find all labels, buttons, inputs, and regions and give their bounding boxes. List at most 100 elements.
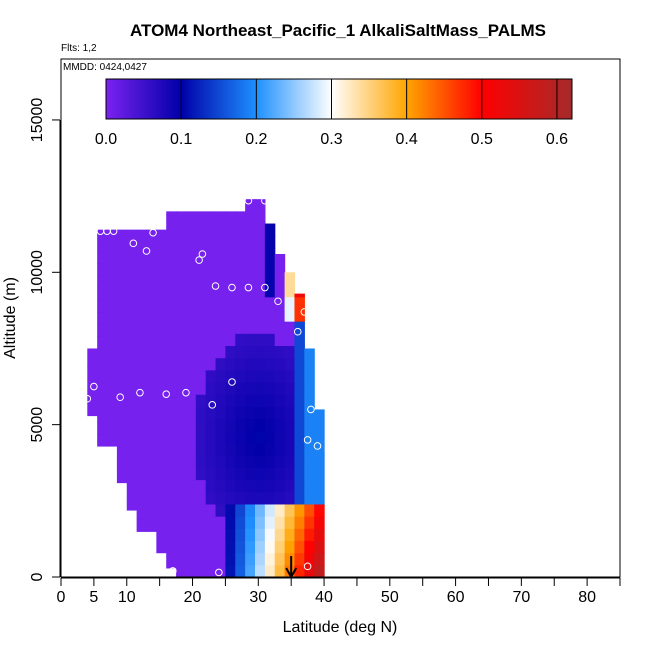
heatmap-cell: [146, 287, 157, 301]
heatmap-cell: [185, 479, 197, 493]
flight-point: [228, 283, 236, 292]
heatmap-cell: [264, 369, 276, 383]
heatmap-cell: [205, 503, 217, 517]
heatmap-cell: [225, 418, 236, 432]
heatmap-cell: [304, 369, 315, 383]
heatmap-cell: [215, 381, 227, 395]
heatmap-cell: [205, 333, 217, 347]
heatmap-cell: [97, 372, 108, 386]
heatmap-cell: [255, 296, 266, 310]
heatmap-cell: [264, 321, 276, 334]
heatmap-cell: [215, 528, 227, 542]
heatmap-cell: [116, 409, 128, 423]
heatmap-cell: [107, 385, 118, 398]
heatmap-cell: [284, 296, 296, 310]
flight-point: [198, 250, 207, 258]
heatmap-cell: [274, 552, 286, 566]
heatmap-cell: [235, 345, 246, 359]
heatmap-cell: [136, 263, 148, 276]
heatmap-cell: [245, 223, 256, 237]
heatmap-cell: [185, 406, 197, 420]
heatmap-cell: [107, 275, 118, 289]
heatmap-cell: [264, 540, 276, 554]
colorbar-tick-label: 0.0: [95, 131, 117, 148]
heatmap-cell: [185, 552, 197, 566]
heatmap-cell: [294, 552, 305, 566]
heatmap-cell: [255, 491, 266, 505]
heatmap-cell: [166, 214, 177, 228]
heatmap-cell: [166, 531, 177, 545]
heatmap-cell: [235, 369, 246, 383]
colorbar-tick-label: 0.5: [471, 131, 493, 148]
heatmap-cell: [195, 430, 207, 444]
heatmap-cell: [107, 397, 118, 411]
heatmap-cell: [195, 247, 207, 261]
heatmap-cell: [284, 516, 296, 529]
heatmap-cell: [225, 442, 236, 456]
heatmap-cell: [314, 455, 325, 468]
heatmap-cell: [245, 430, 256, 444]
heatmap-cell: [274, 357, 286, 371]
heatmap-cell: [97, 238, 108, 252]
heatmap-cell: [215, 369, 227, 383]
heatmap-cell: [255, 467, 266, 481]
flight-point: [149, 228, 157, 237]
heatmap-cell: [176, 406, 187, 420]
heatmap-cell: [156, 321, 167, 334]
heatmap-cell: [146, 324, 157, 337]
colorbar-tick-label: 0.4: [396, 131, 418, 148]
heatmap-cell: [156, 229, 167, 237]
heatmap-cell: [126, 254, 138, 267]
heatmap-cell: [255, 418, 266, 432]
heatmap-cell: [215, 516, 227, 529]
heatmap-cell: [126, 461, 138, 474]
heatmap-cell: [274, 418, 286, 432]
heatmap-cell: [126, 473, 138, 487]
heatmap-cell: [176, 345, 187, 359]
heatmap-cell: [245, 406, 256, 420]
heatmap-cell: [255, 455, 266, 468]
heatmap-cell: [274, 467, 286, 481]
heatmap-cell: [225, 345, 236, 359]
heatmap-cell: [195, 418, 207, 432]
heatmap-cell: [284, 345, 296, 359]
x-tick-label: 30: [249, 589, 267, 606]
heatmap-cell: [185, 284, 197, 298]
heatmap-cell: [245, 296, 256, 310]
heatmap-cell: [116, 324, 128, 337]
heatmap-cell: [264, 406, 276, 420]
heatmap-cell: [314, 564, 325, 577]
heatmap-cell: [185, 260, 197, 273]
heatmap-cell: [136, 372, 148, 386]
heatmap-cell: [195, 491, 207, 505]
heatmap-cell: [166, 506, 177, 520]
flight-point: [182, 388, 190, 397]
heatmap-cell: [225, 516, 236, 529]
heatmap-cell: [166, 543, 177, 557]
flight-point: [90, 382, 98, 391]
flight-point: [83, 394, 92, 403]
heatmap-cell: [294, 369, 305, 383]
heatmap-cell: [215, 296, 227, 310]
heatmap-cell: [264, 430, 276, 444]
x-tick-label: 40: [315, 589, 333, 606]
heatmap-cell: [116, 433, 128, 447]
heatmap-cell: [126, 327, 138, 340]
flight-point: [211, 282, 220, 290]
heatmap-cell: [107, 372, 118, 386]
heatmap-cell: [87, 348, 98, 356]
y-tick-label: 5000: [29, 407, 46, 443]
x-tick-label: 60: [447, 589, 465, 606]
heatmap-cell: [255, 199, 266, 212]
heatmap-cell: [195, 321, 207, 334]
heatmap-cell: [205, 552, 217, 566]
heatmap-cell: [176, 503, 187, 517]
heatmap-cell: [245, 467, 256, 481]
heatmap-cell: [185, 430, 197, 444]
heatmap-cell: [274, 442, 286, 456]
heatmap-cell: [146, 433, 157, 447]
flight-point: [116, 393, 124, 402]
heatmap-cell: [166, 470, 177, 484]
heatmap-cell: [156, 491, 167, 505]
heatmap-cell: [166, 324, 177, 337]
